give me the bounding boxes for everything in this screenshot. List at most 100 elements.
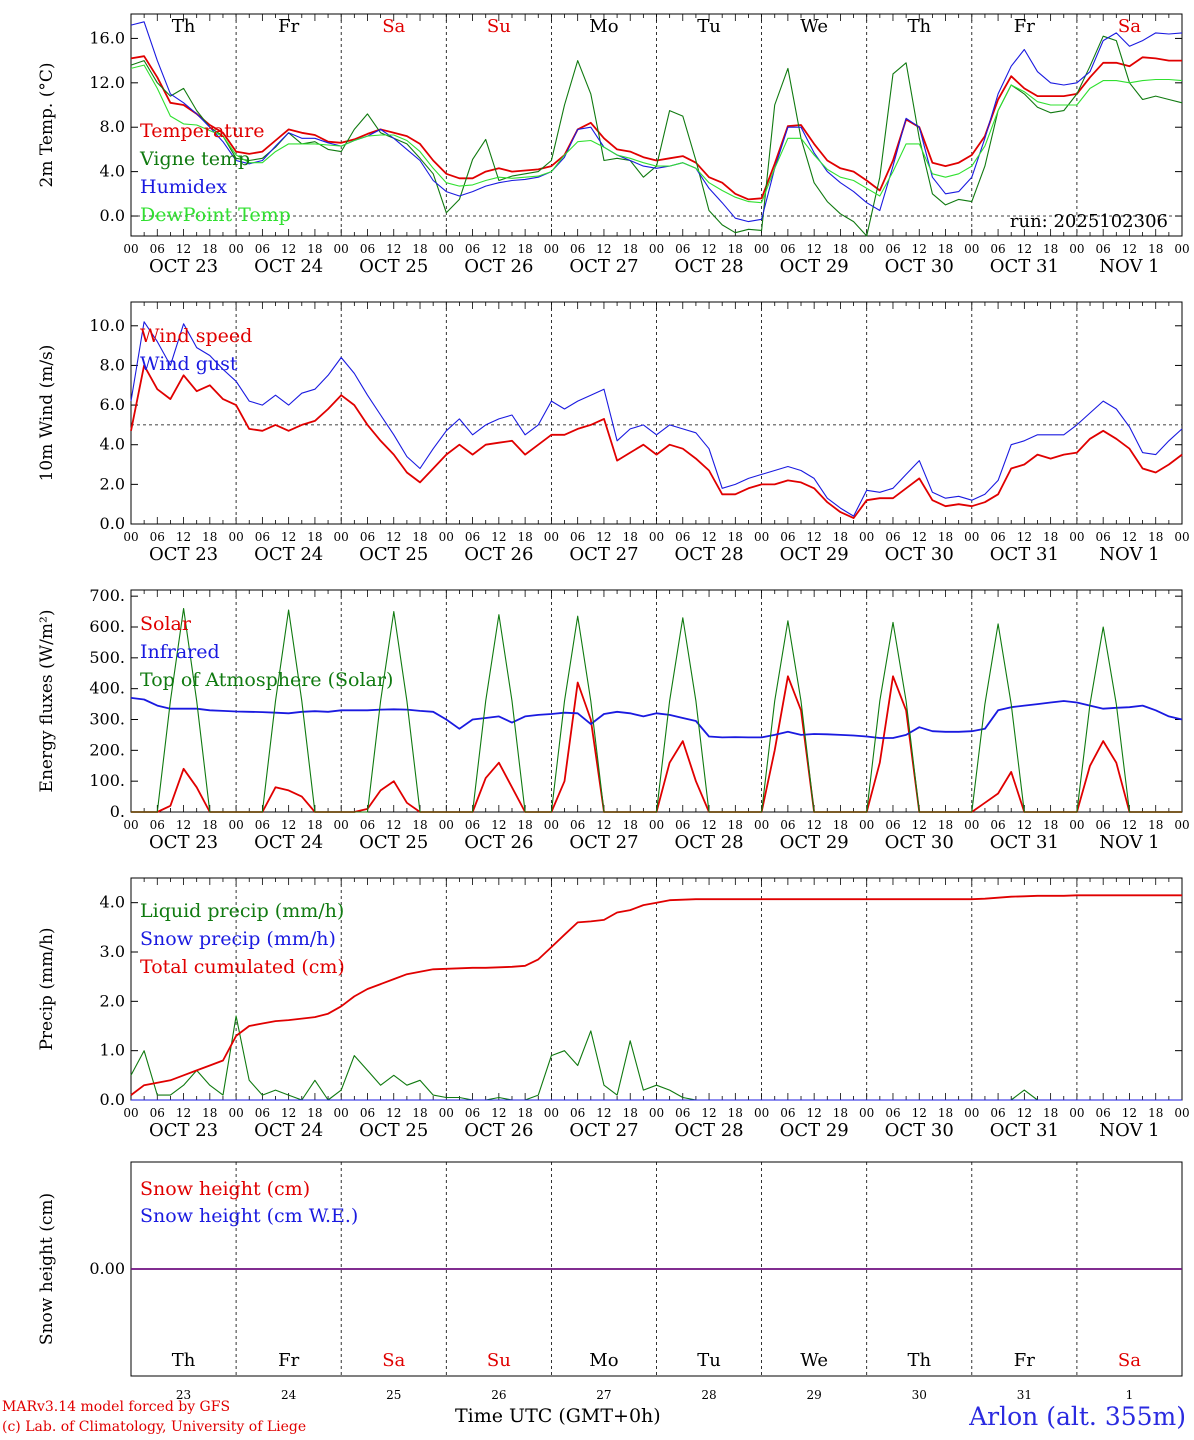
day-of-week-label: Fr — [278, 16, 299, 37]
date-label: OCT 30 — [885, 1120, 954, 1141]
hour-tick-label: 12 — [1122, 818, 1137, 832]
bottom-day-of-week: Tu — [697, 1350, 721, 1371]
y-tick-label: 4.0 — [100, 162, 125, 181]
hour-tick-label: 06 — [1096, 1106, 1111, 1120]
y-tick-label: 600. — [89, 617, 125, 636]
hour-tick-label: 00 — [1069, 242, 1084, 256]
legend-entry: Liquid precip (mm/h) — [140, 900, 344, 922]
hour-tick-label: 06 — [675, 242, 690, 256]
hour-tick-label: 00 — [334, 1106, 349, 1120]
hour-tick-label: 18 — [1148, 818, 1163, 832]
hour-tick-label: 12 — [1122, 530, 1137, 544]
hour-tick-label: 18 — [202, 818, 217, 832]
hour-tick-label: 00 — [439, 242, 454, 256]
day-of-week-label: Th — [907, 16, 931, 37]
bottom-day-of-week: Mo — [589, 1350, 618, 1371]
run-annotation: run: 2025102306 — [1010, 211, 1168, 232]
hour-tick-label: 06 — [570, 530, 585, 544]
date-label: OCT 31 — [990, 1120, 1059, 1141]
date-label: OCT 28 — [674, 832, 743, 853]
series-line-humidex — [130, 21, 1183, 223]
hour-tick-label: 12 — [596, 242, 611, 256]
y-tick-label: 8.0 — [100, 355, 125, 374]
y-tick-label: 1.0 — [100, 1041, 125, 1060]
date-label: NOV 1 — [1099, 832, 1159, 853]
y-axis-label: 10m Wind (m/s) — [37, 345, 57, 482]
time-axis-label: Time UTC (GMT+0h) — [455, 1405, 661, 1427]
bottom-day-of-week: Th — [907, 1350, 931, 1371]
hour-tick-label: 18 — [1148, 242, 1163, 256]
hour-tick-label: 00 — [964, 530, 979, 544]
hour-tick-label: 12 — [281, 530, 296, 544]
y-axis-label: 2m Temp. (°C) — [37, 62, 57, 187]
date-label: OCT 26 — [464, 544, 533, 565]
hour-tick-label: 18 — [1148, 530, 1163, 544]
hour-tick-label: 18 — [1148, 1106, 1163, 1120]
hour-tick-label: 00 — [859, 818, 874, 832]
hour-tick-label: 06 — [255, 818, 270, 832]
hour-tick-label: 12 — [281, 1106, 296, 1120]
hour-tick-label: 12 — [807, 242, 822, 256]
hour-tick-label: 00 — [754, 1106, 769, 1120]
hour-tick-label: 18 — [202, 1106, 217, 1120]
bottom-day-number: 26 — [491, 1388, 506, 1402]
hour-tick-label: 12 — [176, 242, 191, 256]
hour-tick-label: 06 — [675, 818, 690, 832]
hour-tick-label: 18 — [307, 818, 322, 832]
hour-tick-label: 00 — [544, 818, 559, 832]
hour-tick-label: 00 — [754, 242, 769, 256]
legend-entry: Infrared — [140, 641, 220, 663]
hour-tick-label: 18 — [833, 818, 848, 832]
hour-tick-label: 18 — [412, 818, 427, 832]
hour-tick-label: 18 — [202, 530, 217, 544]
bottom-day-number: 27 — [596, 1388, 611, 1402]
date-label: OCT 27 — [569, 1120, 638, 1141]
series-line-total-cumulated-cm- — [130, 894, 1182, 1096]
hour-tick-label: 00 — [228, 818, 243, 832]
hour-tick-label: 00 — [964, 818, 979, 832]
legend-entry: Wind speed — [140, 325, 252, 347]
y-tick-label: 12.0 — [89, 73, 125, 92]
y-tick-label: 10.0 — [89, 316, 125, 335]
hour-tick-label: 12 — [1017, 1106, 1032, 1120]
hour-tick-label: 00 — [1174, 1106, 1189, 1120]
hour-tick-label: 06 — [990, 242, 1005, 256]
y-tick-label: 2.0 — [100, 474, 125, 493]
date-label: OCT 26 — [464, 256, 533, 277]
day-of-week-label: Su — [487, 16, 511, 37]
hour-tick-label: 06 — [885, 818, 900, 832]
hour-tick-label: 06 — [885, 530, 900, 544]
date-label: NOV 1 — [1099, 1120, 1159, 1141]
hour-tick-label: 18 — [728, 242, 743, 256]
date-label: OCT 24 — [254, 832, 323, 853]
hour-tick-label: 12 — [1122, 242, 1137, 256]
hour-tick-label: 00 — [964, 242, 979, 256]
day-of-week-label: Sa — [382, 16, 405, 37]
hour-tick-label: 18 — [307, 242, 322, 256]
y-tick-label: 200. — [89, 740, 125, 759]
series-line-dewpoint-temp — [130, 64, 1183, 204]
hour-tick-label: 00 — [123, 530, 138, 544]
hour-tick-label: 06 — [1096, 818, 1111, 832]
series-line-solar — [131, 675, 1182, 813]
hour-tick-label: 12 — [701, 530, 716, 544]
hour-tick-label: 00 — [649, 818, 664, 832]
hour-tick-label: 00 — [1174, 818, 1189, 832]
hour-tick-label: 18 — [833, 242, 848, 256]
hour-tick-label: 06 — [255, 1106, 270, 1120]
hour-tick-label: 12 — [807, 818, 822, 832]
hour-tick-label: 06 — [360, 530, 375, 544]
hour-tick-label: 00 — [544, 530, 559, 544]
hour-tick-label: 06 — [150, 530, 165, 544]
date-label: OCT 29 — [780, 1120, 849, 1141]
hour-tick-label: 06 — [360, 818, 375, 832]
bottom-day-of-week: Fr — [278, 1350, 299, 1371]
hour-tick-label: 12 — [1017, 530, 1032, 544]
hour-tick-label: 00 — [123, 818, 138, 832]
date-label: OCT 23 — [149, 256, 218, 277]
legend-entry: Top of Atmosphere (Solar) — [140, 669, 393, 691]
y-tick-label: 0.0 — [100, 1090, 125, 1109]
hour-tick-label: 06 — [570, 1106, 585, 1120]
day-of-week-label: Sa — [1118, 16, 1141, 37]
hour-tick-label: 18 — [1043, 530, 1058, 544]
